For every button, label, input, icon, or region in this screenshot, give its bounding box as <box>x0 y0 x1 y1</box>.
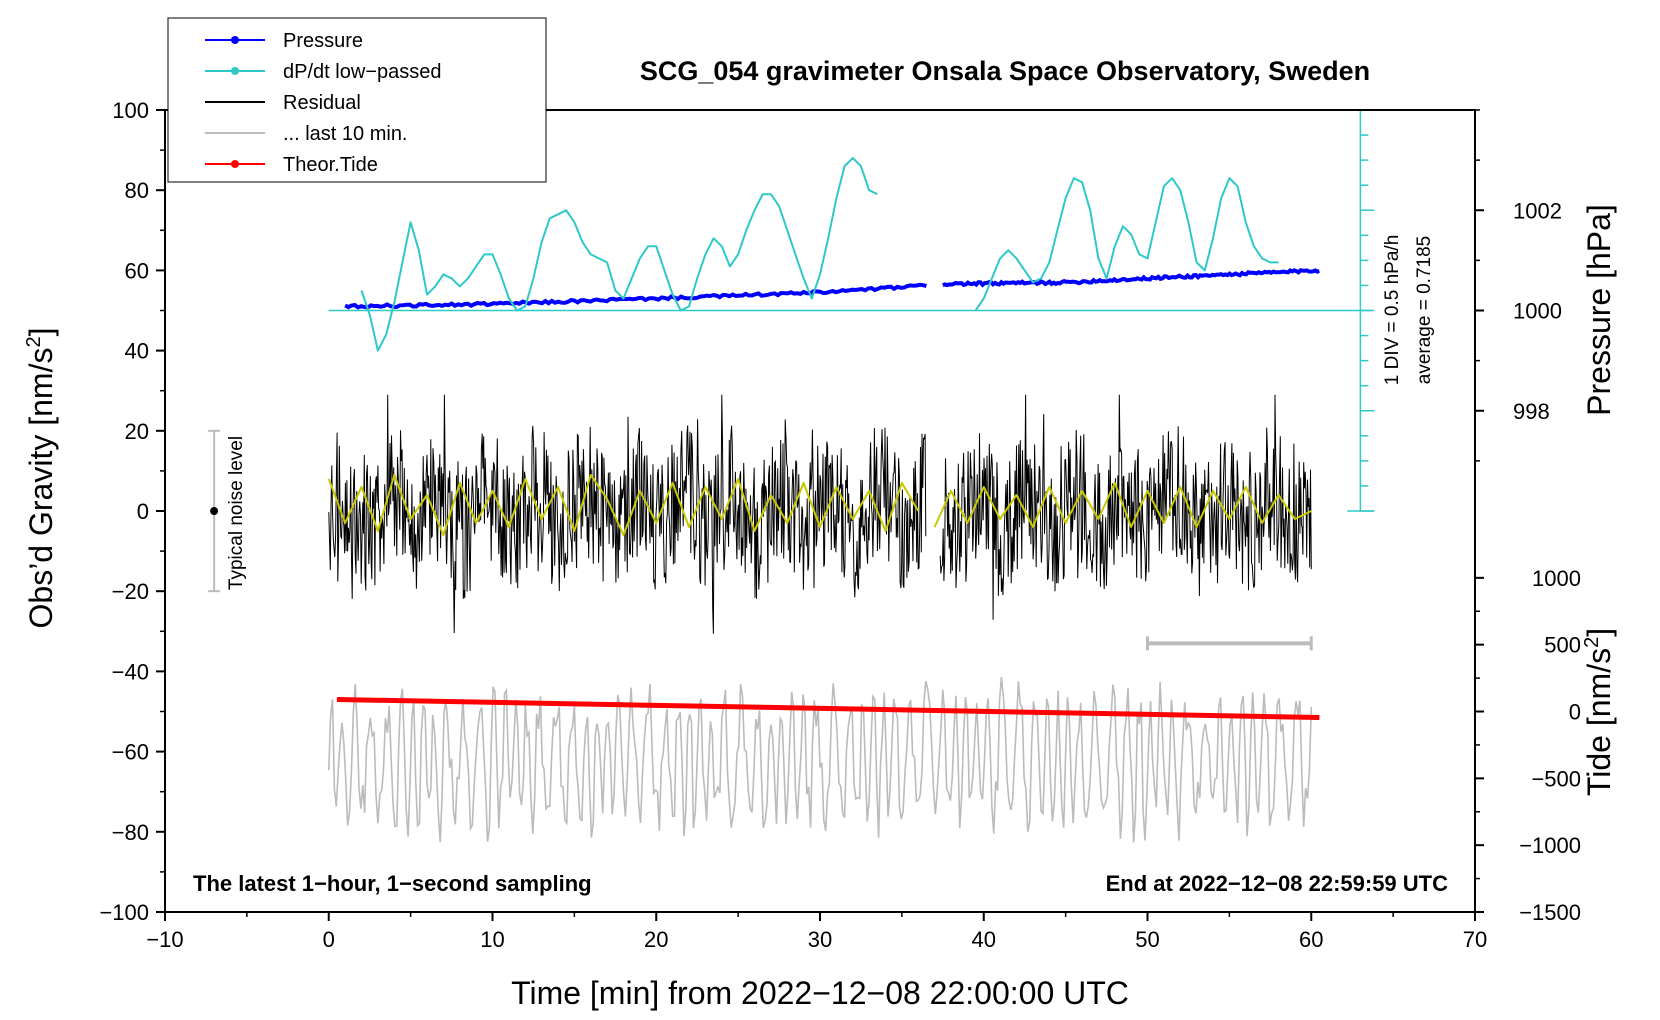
dpdt-series-segment <box>974 177 1279 312</box>
end-time-note: End at 2022−12−08 22:59:59 UTC <box>1106 871 1449 896</box>
noise-level-label: Typical noise level <box>226 436 247 590</box>
x-tick-label: −10 <box>146 927 183 952</box>
residual-smoothed-segment <box>933 481 1312 528</box>
legend-label: Pressure <box>283 30 363 52</box>
y-tick-label: 40 <box>125 339 149 364</box>
legend-marker <box>231 36 239 44</box>
pressure-tick-label: 998 <box>1513 399 1550 424</box>
legend-marker <box>231 67 239 75</box>
tick-layer: −10 0 10 20 30 40 50 60 70100806040200−20−40−60−… <box>99 98 1581 952</box>
y-tick-label: 0 <box>137 499 149 524</box>
noise-bar-center <box>210 507 219 515</box>
tide-tick-label: 500 <box>1544 633 1581 658</box>
tide-tick-label: −500 <box>1531 766 1581 791</box>
pressure-tick-label: 1000 <box>1513 299 1562 324</box>
legend-label: dP/dt low−passed <box>283 61 441 83</box>
chart-title: SCG_054 gravimeter Onsala Space Observat… <box>640 56 1370 86</box>
tide-tick-label: −1500 <box>1519 900 1581 925</box>
residual-series <box>328 394 1312 634</box>
pressure-axis-label: Pressure [hPa] <box>1581 204 1617 416</box>
x-tick-label: 40 <box>972 927 996 952</box>
residual-smoothed-segment <box>327 473 920 537</box>
x-tick-label: 70 <box>1463 927 1487 952</box>
sampling-note: The latest 1−hour, 1−second sampling <box>193 871 592 896</box>
legend-label: ... last 10 min. <box>283 123 408 145</box>
y-tick-label: 60 <box>125 258 149 283</box>
x-tick-label: 10 <box>480 927 504 952</box>
pressure-series-segment <box>344 282 927 310</box>
y-tick-label: −80 <box>112 820 149 845</box>
x-tick-label: 20 <box>644 927 668 952</box>
tide-tick-label: 0 <box>1569 700 1581 725</box>
dpdt-series-segment <box>360 157 878 352</box>
x-tick-label: 50 <box>1135 927 1159 952</box>
data-layer <box>208 109 1375 843</box>
legend-label: Residual <box>283 92 361 114</box>
x-tick-label: 0 <box>323 927 335 952</box>
y-tick-label: 20 <box>125 419 149 444</box>
x-axis-label: Time [min] from 2022−12−08 22:00:00 UTC <box>511 975 1129 1011</box>
x-tick-label: 60 <box>1299 927 1323 952</box>
y-tick-label: 80 <box>125 178 149 203</box>
legend-box <box>167 17 547 183</box>
y-axis-label: Obs’d Gravity [nm/s2] <box>23 328 59 629</box>
pressure-scale-label: 1 DIV = 0.5 hPa/h <box>1382 235 1403 386</box>
legend-label: Theor.Tide <box>283 154 378 176</box>
y-tick-label: 100 <box>112 98 149 123</box>
pressure-average-label: average = 0.7185 <box>1414 236 1435 384</box>
y-tick-label: −40 <box>112 659 149 684</box>
pressure-tick-label: 1002 <box>1513 198 1562 223</box>
x-tick-label: 30 <box>808 927 832 952</box>
tide-axis-label: Tide [nm/s2] <box>1581 628 1617 796</box>
tide-tick-label: 1000 <box>1532 566 1581 591</box>
y-tick-label: −100 <box>99 900 149 925</box>
y-tick-label: −20 <box>112 579 149 604</box>
legend-marker <box>231 160 239 168</box>
last-10-min-series <box>328 676 1313 843</box>
pressure-series-segment <box>942 268 1320 288</box>
tide-series <box>336 697 1320 720</box>
legend: Pressure dP/dt low−passed Residual ... last… <box>167 17 547 183</box>
tide-tick-label: −1000 <box>1519 833 1581 858</box>
y-tick-label: −60 <box>112 740 149 765</box>
